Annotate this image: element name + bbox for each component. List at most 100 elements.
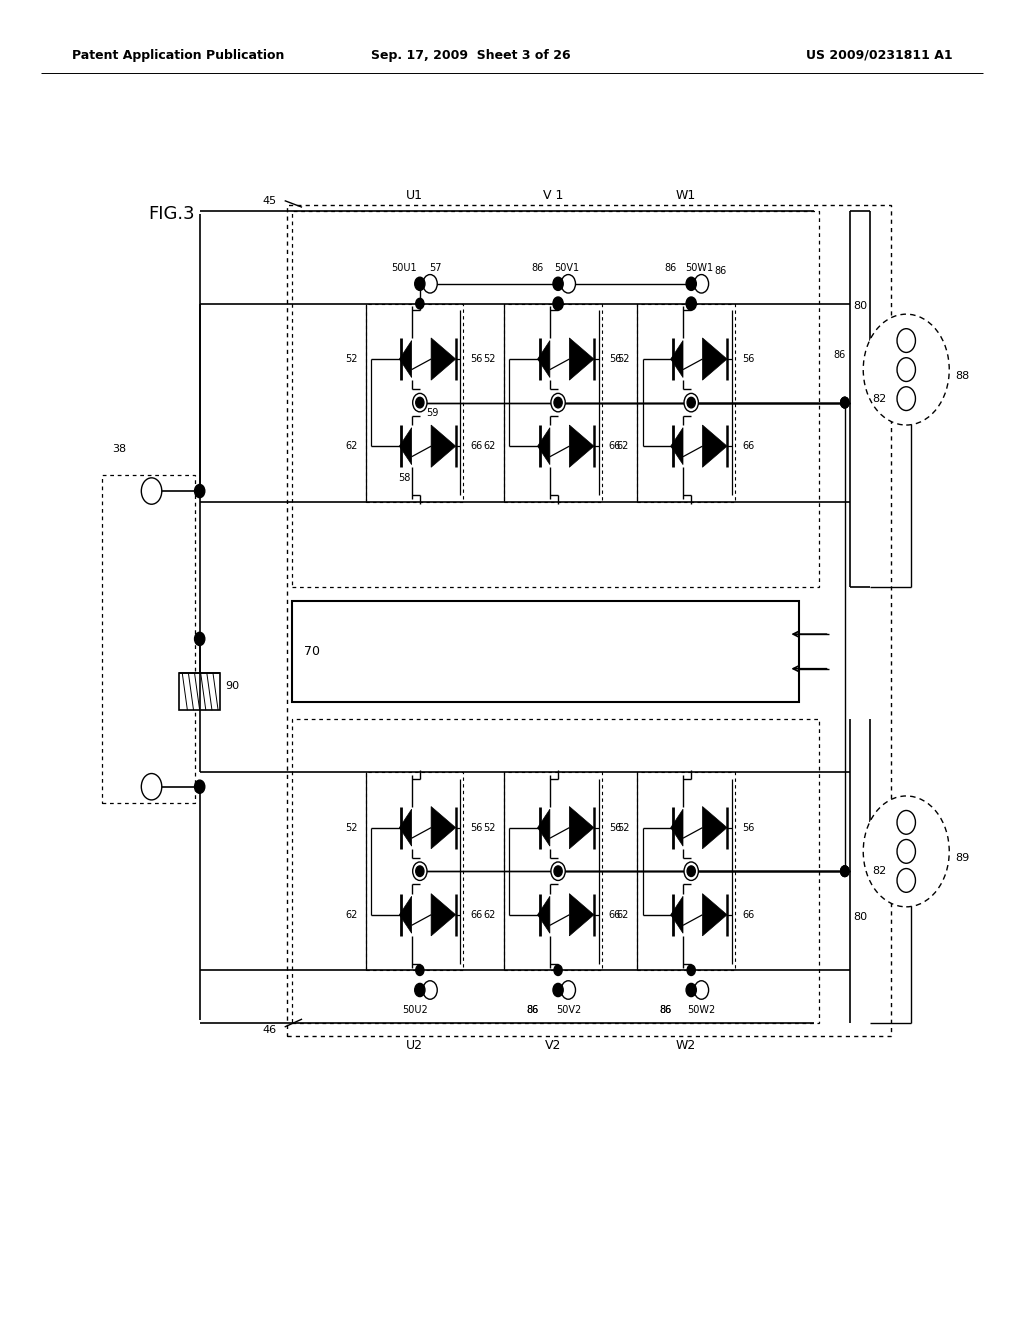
Circle shape — [551, 393, 565, 412]
Text: 52: 52 — [483, 354, 497, 364]
Text: 70: 70 — [304, 645, 321, 657]
Circle shape — [694, 275, 709, 293]
Circle shape — [561, 275, 575, 293]
Text: 62: 62 — [483, 441, 497, 451]
Text: 52: 52 — [345, 822, 358, 833]
Text: 52: 52 — [345, 354, 358, 364]
Polygon shape — [538, 809, 550, 846]
Text: 86: 86 — [659, 1005, 672, 1015]
Circle shape — [553, 297, 563, 310]
Text: W1: W1 — [676, 189, 696, 202]
Text: Patent Application Publication: Patent Application Publication — [72, 49, 284, 62]
Circle shape — [686, 983, 696, 997]
Text: 86: 86 — [659, 1005, 672, 1015]
Text: 80: 80 — [853, 912, 867, 923]
Polygon shape — [538, 428, 550, 465]
Circle shape — [841, 866, 849, 876]
Text: 57: 57 — [429, 263, 441, 273]
Polygon shape — [671, 341, 683, 378]
Text: V2: V2 — [545, 1039, 561, 1052]
Bar — [637, 304, 735, 502]
Text: W2: W2 — [676, 1039, 696, 1052]
Circle shape — [423, 981, 437, 999]
Circle shape — [687, 866, 695, 876]
Circle shape — [686, 277, 696, 290]
Text: 45: 45 — [262, 195, 276, 206]
Text: Sep. 17, 2009  Sheet 3 of 26: Sep. 17, 2009 Sheet 3 of 26 — [372, 49, 570, 62]
Circle shape — [415, 277, 425, 290]
Circle shape — [413, 393, 427, 412]
Polygon shape — [671, 428, 683, 465]
Circle shape — [841, 397, 849, 408]
Polygon shape — [702, 338, 727, 380]
Text: 62: 62 — [616, 909, 629, 920]
Circle shape — [684, 393, 698, 412]
Polygon shape — [671, 896, 683, 933]
Circle shape — [195, 484, 205, 498]
Text: 86: 86 — [715, 265, 726, 276]
Polygon shape — [538, 896, 550, 933]
Text: 82: 82 — [872, 395, 887, 404]
Text: 66: 66 — [608, 441, 621, 451]
Circle shape — [416, 298, 424, 309]
Circle shape — [897, 387, 915, 411]
Text: 50V1: 50V1 — [554, 263, 579, 273]
Text: 88: 88 — [955, 371, 970, 381]
Polygon shape — [431, 807, 456, 849]
Text: 46: 46 — [262, 1024, 276, 1035]
Circle shape — [687, 298, 695, 309]
Text: 56: 56 — [741, 354, 755, 364]
Circle shape — [416, 965, 424, 975]
Text: 56: 56 — [608, 822, 622, 833]
Text: 90: 90 — [225, 681, 240, 692]
Circle shape — [416, 866, 424, 876]
Text: 52: 52 — [616, 354, 629, 364]
Circle shape — [841, 397, 849, 408]
Circle shape — [687, 965, 695, 975]
Text: 56: 56 — [471, 822, 483, 833]
Text: 62: 62 — [345, 909, 358, 920]
Text: 86: 86 — [526, 1005, 539, 1015]
Polygon shape — [431, 894, 456, 936]
Circle shape — [841, 397, 849, 408]
Bar — [505, 304, 602, 502]
Circle shape — [841, 866, 849, 876]
Text: 56: 56 — [471, 354, 483, 364]
Text: 56: 56 — [608, 354, 622, 364]
Circle shape — [141, 774, 162, 800]
Polygon shape — [431, 425, 456, 467]
Text: 66: 66 — [741, 441, 754, 451]
Circle shape — [841, 866, 849, 876]
Text: 80: 80 — [853, 301, 867, 312]
Circle shape — [551, 862, 565, 880]
Circle shape — [553, 277, 563, 290]
Circle shape — [694, 981, 709, 999]
Text: 52: 52 — [616, 822, 629, 833]
Text: U1: U1 — [407, 189, 423, 202]
Bar — [367, 772, 463, 970]
Bar — [637, 772, 735, 970]
Text: 62: 62 — [616, 441, 629, 451]
Text: 66: 66 — [741, 909, 754, 920]
Polygon shape — [569, 807, 594, 849]
Circle shape — [553, 983, 563, 997]
Text: 38: 38 — [113, 444, 127, 454]
Polygon shape — [399, 809, 412, 846]
Circle shape — [897, 358, 915, 381]
Polygon shape — [399, 341, 412, 378]
Text: 52: 52 — [483, 822, 497, 833]
Bar — [505, 772, 602, 970]
Circle shape — [554, 298, 562, 309]
Circle shape — [897, 869, 915, 892]
Text: FIG.3: FIG.3 — [148, 205, 196, 223]
Circle shape — [897, 840, 915, 863]
Circle shape — [423, 275, 437, 293]
Circle shape — [863, 314, 949, 425]
Polygon shape — [671, 809, 683, 846]
Bar — [287, 205, 891, 1036]
Circle shape — [554, 866, 562, 876]
Circle shape — [684, 862, 698, 880]
Text: V 1: V 1 — [543, 189, 563, 202]
Text: 62: 62 — [345, 441, 358, 451]
Text: 86: 86 — [531, 263, 544, 273]
